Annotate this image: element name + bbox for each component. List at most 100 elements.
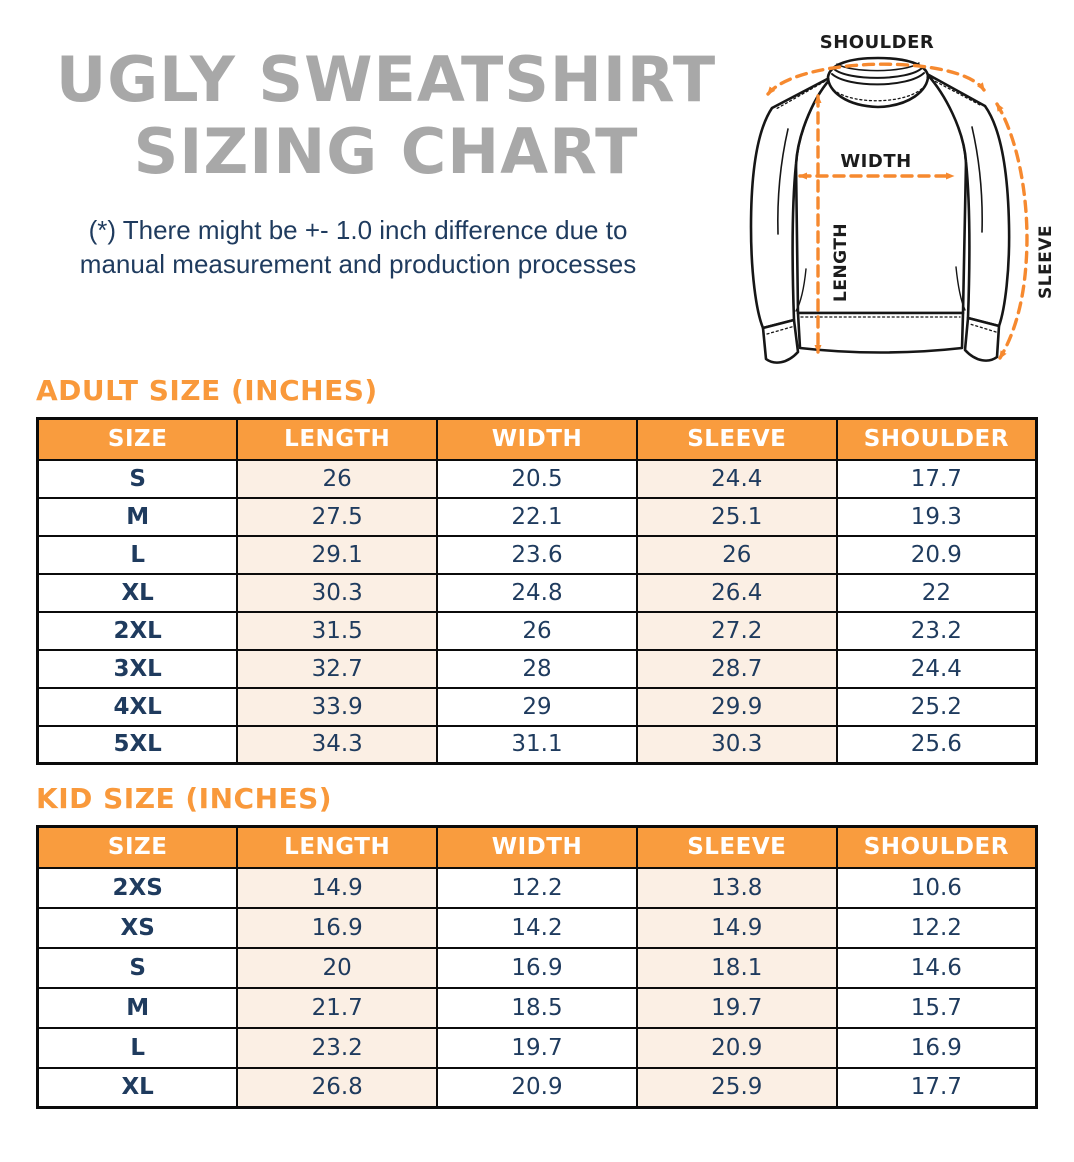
value-cell: 34.3	[236, 724, 439, 765]
size-cell: L	[36, 1026, 239, 1069]
table-row: L 23.2 19.7 20.9 16.9	[36, 1026, 1038, 1069]
value-cell: 17.7	[835, 1066, 1038, 1109]
size-cell: XS	[36, 906, 239, 949]
size-cell: L	[36, 534, 239, 575]
header-area: UGLY SWEATSHIRT SIZING CHART (*) There m…	[0, 0, 1074, 374]
value-cell: 31.5	[236, 610, 439, 651]
value-cell: 19.7	[436, 1026, 638, 1069]
value-cell: 13.8	[635, 866, 838, 909]
value-cell: 20	[236, 946, 439, 989]
value-cell: 28	[436, 648, 638, 689]
size-cell: 5XL	[36, 724, 239, 765]
value-cell: 19.7	[635, 986, 838, 1029]
value-cell: 25.6	[835, 724, 1038, 765]
value-cell: 25.9	[635, 1066, 838, 1109]
value-cell: 29.1	[236, 534, 439, 575]
value-cell: 32.7	[236, 648, 439, 689]
value-cell: 18.1	[635, 946, 838, 989]
column-header-width: WIDTH	[436, 417, 638, 461]
value-cell: 20.9	[835, 534, 1038, 575]
shoulder-label: SHOULDER	[820, 32, 935, 53]
value-cell: 10.6	[835, 866, 1038, 909]
value-cell: 24.4	[835, 648, 1038, 689]
size-cell: XL	[36, 572, 239, 613]
size-cell: 4XL	[36, 686, 239, 727]
title-line-1: UGLY SWEATSHIRT	[55, 43, 717, 116]
table-row: 5XL 34.3 31.1 30.3 25.6	[36, 724, 1038, 765]
adult-size-section: ADULT SIZE (INCHES) SIZE LENGTH WIDTH SLEEV…	[36, 374, 1038, 765]
size-cell: S	[36, 946, 239, 989]
column-header-length: LENGTH	[236, 417, 439, 461]
table-row: XL 30.3 24.8 26.4 22	[36, 572, 1038, 613]
kid-size-section: KID SIZE (INCHES) SIZE LENGTH WIDTH SLEEVE S…	[36, 782, 1038, 1109]
size-cell: 3XL	[36, 648, 239, 689]
column-header-width: WIDTH	[436, 825, 638, 869]
value-cell: 26	[635, 534, 838, 575]
value-cell: 30.3	[635, 724, 838, 765]
value-cell: 25.2	[835, 686, 1038, 727]
value-cell: 20.5	[436, 458, 638, 499]
table-row: M 21.7 18.5 19.7 15.7	[36, 986, 1038, 1029]
value-cell: 16.9	[236, 906, 439, 949]
value-cell: 29	[436, 686, 638, 727]
size-cell: M	[36, 986, 239, 1029]
length-label: LENGTH	[831, 223, 851, 302]
value-cell: 25.1	[635, 496, 838, 537]
table-row: 2XS 14.9 12.2 13.8 10.6	[36, 866, 1038, 909]
width-label: WIDTH	[840, 151, 911, 172]
column-header-shoulder: SHOULDER	[835, 417, 1038, 461]
value-cell: 23.2	[835, 610, 1038, 651]
table-row: L 29.1 23.6 26 20.9	[36, 534, 1038, 575]
column-header-length: LENGTH	[236, 825, 439, 869]
value-cell: 26	[236, 458, 439, 499]
adult-size-table: SIZE LENGTH WIDTH SLEEVE SHOULDER S 26 20.5 24.4…	[36, 417, 1038, 765]
size-cell: S	[36, 458, 239, 499]
table-row: 4XL 33.9 29 29.9 25.2	[36, 686, 1038, 727]
disclaimer-line-2: manual measurement and production proces…	[79, 248, 637, 279]
value-cell: 14.9	[236, 866, 439, 909]
disclaimer-text: (*) There might be +- 1.0 inch differenc…	[22, 214, 694, 282]
adult-section-heading: ADULT SIZE (INCHES)	[36, 374, 378, 407]
value-cell: 14.9	[635, 906, 838, 949]
value-cell: 23.6	[436, 534, 638, 575]
column-header-sleeve: SLEEVE	[635, 417, 838, 461]
value-cell: 33.9	[236, 686, 439, 727]
value-cell: 17.7	[835, 458, 1038, 499]
size-cell: 2XL	[36, 610, 239, 651]
value-cell: 14.6	[835, 946, 1038, 989]
value-cell: 12.2	[436, 866, 638, 909]
value-cell: 15.7	[835, 986, 1038, 1029]
value-cell: 26.4	[635, 572, 838, 613]
table-row: XS 16.9 14.2 14.9 12.2	[36, 906, 1038, 949]
column-header-size: SIZE	[36, 417, 239, 461]
page-title: UGLY SWEATSHIRT SIZING CHART	[30, 44, 742, 188]
value-cell: 27.5	[236, 496, 439, 537]
value-cell: 19.3	[835, 496, 1038, 537]
size-cell: 2XS	[36, 866, 239, 909]
kid-section-heading: KID SIZE (INCHES)	[36, 782, 333, 815]
table-row: XL 26.8 20.9 25.9 17.7	[36, 1066, 1038, 1109]
value-cell: 30.3	[236, 572, 439, 613]
value-cell: 26.8	[236, 1066, 439, 1109]
column-header-size: SIZE	[36, 825, 239, 869]
column-header-shoulder: SHOULDER	[835, 825, 1038, 869]
table-row: 2XL 31.5 26 27.2 23.2	[36, 610, 1038, 651]
shoulder-arrow	[766, 62, 986, 96]
value-cell: 20.9	[635, 1026, 838, 1069]
table-row: S 20 16.9 18.1 14.6	[36, 946, 1038, 989]
value-cell: 22.1	[436, 496, 638, 537]
column-header-sleeve: SLEEVE	[635, 825, 838, 869]
value-cell: 16.9	[835, 1026, 1038, 1069]
value-cell: 26	[436, 610, 638, 651]
table-row: M 27.5 22.1 25.1 19.3	[36, 496, 1038, 537]
disclaimer-line-1: (*) There might be +- 1.0 inch differenc…	[88, 215, 628, 245]
value-cell: 29.9	[635, 686, 838, 727]
value-cell: 12.2	[835, 906, 1038, 949]
table-header-row: SIZE LENGTH WIDTH SLEEVE SHOULDER	[36, 417, 1038, 461]
value-cell: 24.8	[436, 572, 638, 613]
value-cell: 28.7	[635, 648, 838, 689]
title-line-2: SIZING CHART	[133, 114, 639, 188]
value-cell: 31.1	[436, 724, 638, 765]
value-cell: 24.4	[635, 458, 838, 499]
value-cell: 16.9	[436, 946, 638, 989]
